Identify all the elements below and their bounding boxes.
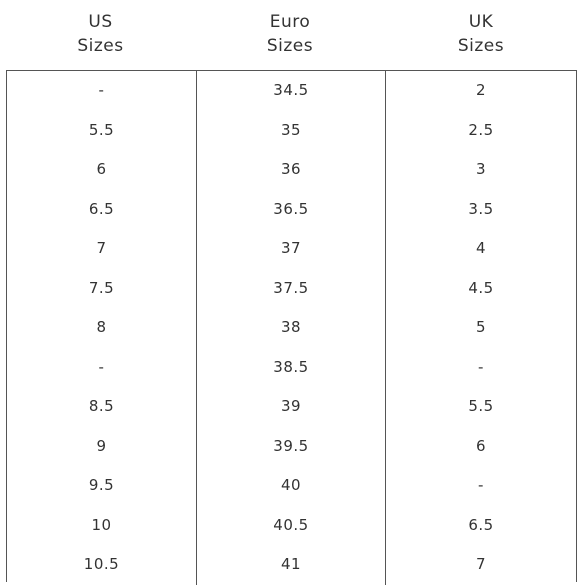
uk-size-cell: -: [478, 357, 484, 376]
us-size-cell: 10: [91, 515, 112, 534]
us-size-cell: 9.5: [88, 476, 115, 494]
uk-size-cell: 7: [475, 555, 487, 573]
euro-size-cell: 40.5: [273, 515, 309, 534]
us-size-cell: 10.5: [83, 555, 120, 573]
header-uk-line1: UK: [468, 12, 494, 32]
us-sizes-column: - 5.5 6 6.5 7 7.5 8 - 8.5 9 9.5 10 10.5: [7, 71, 196, 585]
header-uk: UK Sizes: [385, 0, 577, 70]
euro-size-cell: 37.5: [273, 278, 309, 297]
uk-size-cell: 5.5: [468, 397, 494, 415]
uk-size-cell: 3.5: [468, 199, 494, 218]
us-size-cell: 7.5: [88, 278, 115, 297]
us-size-cell: -: [98, 81, 105, 99]
us-size-cell: 8.5: [88, 397, 115, 415]
us-size-cell: 5.5: [88, 120, 115, 139]
header-us: US Sizes: [6, 0, 195, 70]
uk-size-cell: -: [478, 476, 484, 494]
us-size-cell: 9: [96, 436, 107, 455]
uk-size-cell: 6.5: [468, 515, 494, 534]
uk-size-cell: 6: [475, 436, 487, 455]
euro-size-cell: 37: [280, 239, 302, 257]
size-table-header: US Sizes Euro Sizes UK Sizes: [6, 0, 577, 70]
us-size-cell: -: [98, 357, 105, 376]
uk-size-cell: 2: [475, 81, 487, 99]
header-euro-line1: Euro: [269, 12, 311, 32]
size-conversion-table: - 5.5 6 6.5 7 7.5 8 - 8.5 9 9.5 10 10.5 …: [6, 70, 577, 585]
uk-size-cell: 4: [475, 239, 487, 257]
us-size-cell: 7: [96, 239, 107, 257]
euro-size-cell: 34.5: [273, 81, 309, 99]
us-size-cell: 8: [96, 318, 107, 336]
euro-size-cell: 40: [280, 476, 302, 494]
uk-size-cell: 3: [475, 160, 487, 178]
uk-sizes-column: 2 2.5 3 3.5 4 4.5 5 - 5.5 6 - 6.5 7: [386, 71, 576, 585]
header-us-line2: Sizes: [77, 36, 124, 56]
header-euro: Euro Sizes: [195, 0, 385, 70]
header-uk-line2: Sizes: [457, 36, 505, 56]
euro-size-cell: 39: [280, 397, 302, 415]
header-euro-line2: Sizes: [266, 36, 314, 56]
uk-size-cell: 4.5: [468, 278, 494, 297]
euro-size-cell: 35: [280, 120, 302, 139]
uk-size-cell: 5: [475, 318, 487, 336]
euro-size-cell: 41: [280, 555, 302, 573]
euro-size-cell: 36.5: [273, 199, 309, 218]
euro-size-cell: 39.5: [273, 436, 309, 455]
euro-size-cell: 38.5: [273, 357, 309, 376]
us-size-cell: 6: [96, 160, 107, 178]
header-us-line1: US: [88, 12, 113, 32]
euro-sizes-column: 34.5 35 36 36.5 37 37.5 38 38.5 39 39.5 …: [196, 71, 386, 585]
euro-size-cell: 38: [280, 318, 302, 336]
uk-size-cell: 2.5: [468, 120, 494, 139]
euro-size-cell: 36: [280, 160, 302, 178]
us-size-cell: 6.5: [88, 199, 115, 218]
